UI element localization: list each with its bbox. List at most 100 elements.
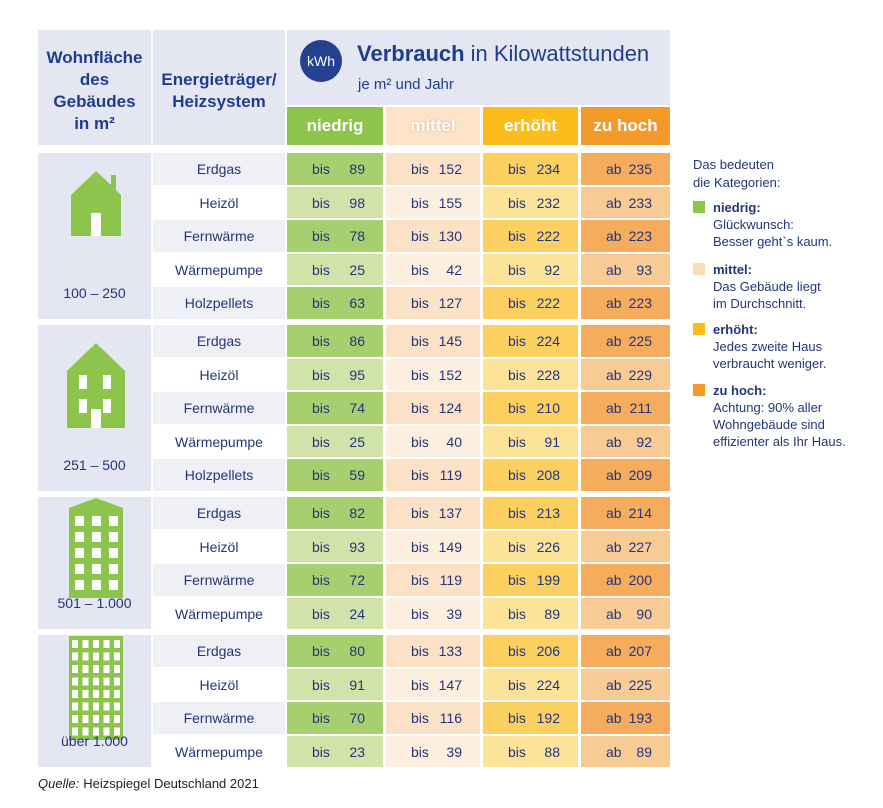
- value-number: 213: [536, 505, 560, 521]
- value-number: 78: [349, 228, 365, 244]
- value-cell: [581, 668, 670, 700]
- value-prefix: bis: [508, 710, 526, 726]
- carrier-cell: [153, 564, 285, 596]
- value-prefix: bis: [508, 295, 526, 311]
- legend-swatch: [693, 384, 705, 396]
- legend-text: im Durchschnitt.: [713, 296, 807, 311]
- value-cell: [386, 425, 480, 457]
- value-prefix: bis: [411, 605, 429, 622]
- value-cell: [483, 735, 578, 767]
- value-cell: [581, 459, 670, 491]
- value-number: 193: [628, 710, 652, 726]
- carrier-label: Erdgas: [196, 161, 242, 177]
- value-prefix: bis: [508, 400, 526, 416]
- value-prefix: bis: [508, 194, 526, 211]
- value-prefix: bis: [312, 228, 330, 244]
- value-prefix: bis: [508, 572, 526, 588]
- value-prefix: bis: [312, 572, 330, 588]
- value-prefix: bis: [312, 743, 330, 760]
- value-prefix: bis: [411, 743, 429, 760]
- value-prefix: bis: [508, 366, 526, 383]
- value-number: 23: [349, 743, 365, 760]
- value-prefix: ab: [606, 505, 622, 521]
- legend-text: Besser geht`s kaum.: [713, 234, 833, 249]
- value-number: 145: [438, 333, 462, 349]
- carrier-cell: [153, 497, 285, 529]
- area-header-line: Gebäudes: [53, 92, 136, 111]
- value-number: 222: [536, 295, 560, 311]
- value-prefix: ab: [606, 572, 622, 588]
- category-header: zu hoch: [581, 107, 670, 145]
- value-prefix: bis: [508, 261, 526, 278]
- value-number: 119: [439, 572, 462, 588]
- value-prefix: bis: [312, 261, 330, 278]
- value-cell: [287, 564, 383, 596]
- legend-text: Das Gebäude liegt: [713, 279, 821, 294]
- value-prefix: bis: [312, 676, 330, 693]
- value-cell: [287, 702, 383, 734]
- value-cell: [386, 702, 480, 734]
- value-number: 211: [629, 400, 652, 416]
- value-number: 224: [536, 676, 560, 693]
- carrier-label: Wärmepumpe: [175, 261, 263, 278]
- value-cell: [483, 668, 578, 700]
- value-prefix: ab: [606, 467, 622, 483]
- value-number: 199: [536, 572, 560, 588]
- value-number: 223: [628, 295, 652, 311]
- value-prefix: bis: [508, 538, 526, 555]
- value-cell: [287, 635, 383, 667]
- value-cell: [483, 153, 578, 185]
- value-number: 98: [349, 194, 365, 211]
- carrier-label: Heizöl: [199, 366, 239, 383]
- legend-text: Glückwunsch:: [713, 217, 794, 232]
- title-bold: Verbrauch: [357, 41, 465, 66]
- building-icon: [69, 498, 123, 598]
- value-number: 90: [636, 605, 652, 622]
- carrier-cell: [153, 287, 285, 319]
- carrier-cell: [153, 597, 285, 629]
- area-header-line: Wohnfläche: [46, 48, 143, 67]
- value-prefix: bis: [312, 710, 330, 726]
- value-cell: [581, 497, 670, 529]
- area-header-line: in m²: [74, 114, 115, 133]
- value-cell: [386, 735, 480, 767]
- legend-name: niedrig:: [713, 200, 761, 215]
- value-cell: [483, 459, 578, 491]
- value-cell: [386, 497, 480, 529]
- value-prefix: bis: [508, 433, 526, 450]
- value-number: 80: [349, 643, 365, 659]
- value-prefix: bis: [312, 161, 330, 177]
- value-prefix: bis: [411, 400, 429, 416]
- value-prefix: ab: [606, 538, 622, 555]
- legend-intro: Das bedeuten: [693, 157, 774, 172]
- value-cell: [287, 459, 383, 491]
- value-number: 116: [439, 710, 462, 726]
- value-cell: [386, 635, 480, 667]
- value-cell: [581, 358, 670, 390]
- value-cell: [287, 530, 383, 562]
- value-prefix: bis: [411, 676, 429, 693]
- value-cell: [287, 497, 383, 529]
- carrier-cell: [153, 530, 285, 562]
- value-prefix: bis: [508, 605, 526, 622]
- legend-name: mittel:: [713, 262, 752, 277]
- value-cell: [581, 253, 670, 285]
- legend-text: Jedes zweite Haus: [713, 339, 823, 354]
- legend-text: Achtung: 90% aller: [713, 400, 823, 415]
- carrier-cell: [153, 702, 285, 734]
- value-cell: [287, 153, 383, 185]
- value-number: 72: [349, 572, 365, 588]
- source: Quelle: Heizspiegel Deutschland 2021: [38, 776, 259, 791]
- value-prefix: ab: [606, 228, 622, 244]
- carrier-label: Holzpellets: [184, 467, 254, 483]
- area-label: 501 – 1.000: [57, 595, 132, 611]
- carrier-cell: [153, 668, 285, 700]
- value-number: 89: [636, 743, 652, 760]
- value-cell: [581, 735, 670, 767]
- value-number: 192: [536, 710, 560, 726]
- carrier-header-line: Energieträger/: [161, 70, 277, 89]
- value-prefix: bis: [508, 505, 526, 521]
- legend-intro: die Kategorien:: [693, 175, 781, 190]
- value-number: 206: [536, 643, 560, 659]
- value-cell: [287, 358, 383, 390]
